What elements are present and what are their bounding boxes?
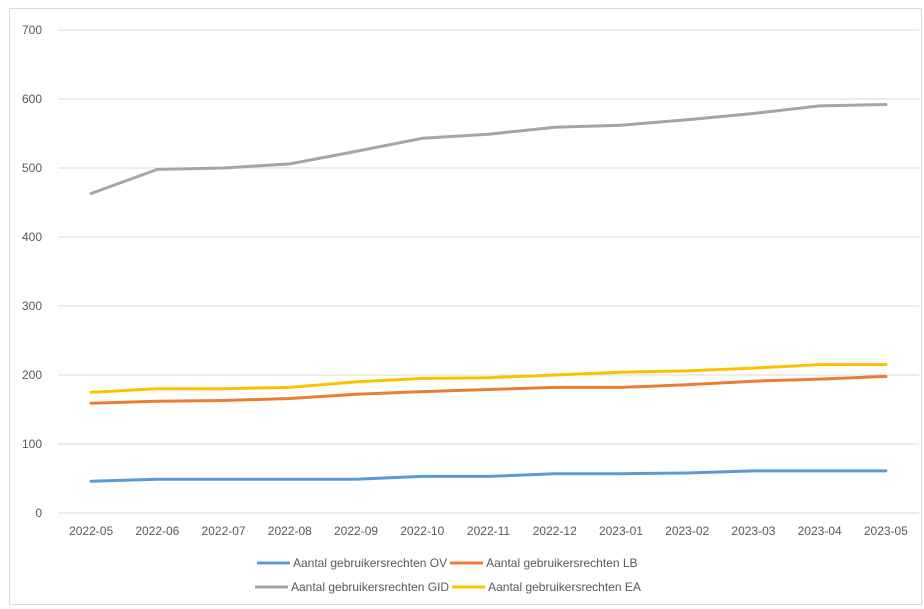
y-tick-label: 300 [22,299,42,313]
legend-item: Aantal gebruikersrechten EA [452,580,641,594]
y-tick-label: 700 [22,23,42,37]
legend-label: Aantal gebruikersrechten EA [488,580,641,594]
y-tick-label: 500 [22,161,42,175]
y-axis-tick-labels: 0 100 200 300 400 500 600 700 [22,23,42,520]
y-tick-label: 100 [22,437,42,451]
x-tick-label: 2022-10 [400,524,444,538]
x-tick-label: 2023-01 [599,524,643,538]
series-line [89,374,888,405]
series-lines [89,103,888,483]
legend-label: Aantal gebruikersrechten LB [486,556,637,570]
x-tick-label: 2022-07 [202,524,246,538]
x-tick-label: 2022-08 [268,524,312,538]
y-tick-label: 400 [22,230,42,244]
x-tick-label: 2022-11 [467,524,510,538]
x-axis-tick-labels: 2022-05 2022-06 2022-07 2022-08 2022-09 2022-… [69,524,908,538]
x-tick-label: 2022-09 [334,524,378,538]
series-line [89,363,888,394]
x-tick-label: 2022-06 [135,524,179,538]
legend: Aantal gebruikersrechten OV Aantal gebrui… [255,556,641,594]
x-tick-label: 2023-03 [731,524,775,538]
chart-frame: 0 100 200 300 400 500 600 700 2022-05 2022-06 202… [9,8,922,605]
gridlines [58,29,919,514]
x-tick-label: 2023-02 [665,524,709,538]
x-tick-label: 2023-05 [864,524,908,538]
y-tick-label: 600 [22,92,42,106]
x-tick-label: 2022-12 [533,524,577,538]
series-line [89,469,888,483]
y-tick-label: 0 [35,506,42,520]
legend-label: Aantal gebruikersrechten OV [293,556,447,570]
x-tick-label: 2023-04 [798,524,842,538]
y-tick-label: 200 [22,368,42,382]
legend-label: Aantal gebruikersrechten GID [291,580,449,594]
x-tick-label: 2022-05 [69,524,113,538]
series-line [89,103,888,195]
legend-item: Aantal gebruikersrechten GID [255,580,449,594]
legend-item: Aantal gebruikersrechten OV [257,556,447,570]
legend-item: Aantal gebruikersrechten LB [450,556,638,570]
